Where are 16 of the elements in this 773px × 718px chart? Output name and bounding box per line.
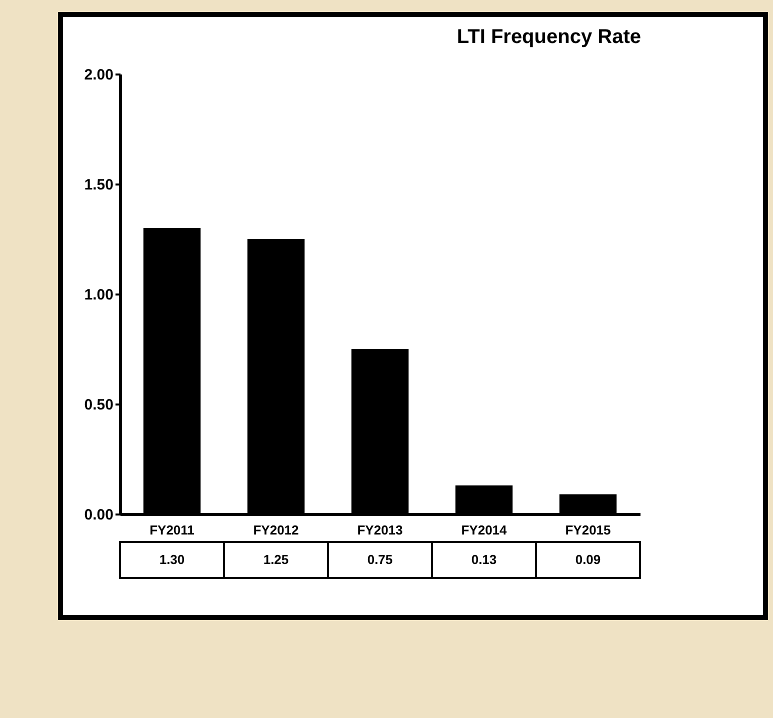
x-tick-label: FY2012 bbox=[253, 522, 299, 538]
data-label: 1.30 bbox=[159, 552, 185, 567]
y-tick-label: 1.50 bbox=[84, 176, 114, 194]
x-tick-label: FY2013 bbox=[357, 522, 403, 538]
data-label: 1.25 bbox=[263, 552, 289, 567]
y-tick-label: 2.00 bbox=[84, 66, 114, 84]
chart-title: LTI Frequency Rate bbox=[456, 26, 641, 48]
y-tick-label: 1.00 bbox=[84, 286, 114, 304]
data-label: 0.13 bbox=[471, 552, 497, 567]
data-label: 0.75 bbox=[367, 552, 393, 567]
x-tick-label: FY2011 bbox=[150, 522, 194, 538]
y-tick-label: 0.50 bbox=[84, 396, 114, 414]
data-label: 0.09 bbox=[575, 552, 601, 567]
y-tick-label: 0.00 bbox=[84, 506, 114, 524]
x-tick-label: FY2014 bbox=[461, 522, 508, 538]
x-tick-label: FY2015 bbox=[565, 522, 611, 538]
